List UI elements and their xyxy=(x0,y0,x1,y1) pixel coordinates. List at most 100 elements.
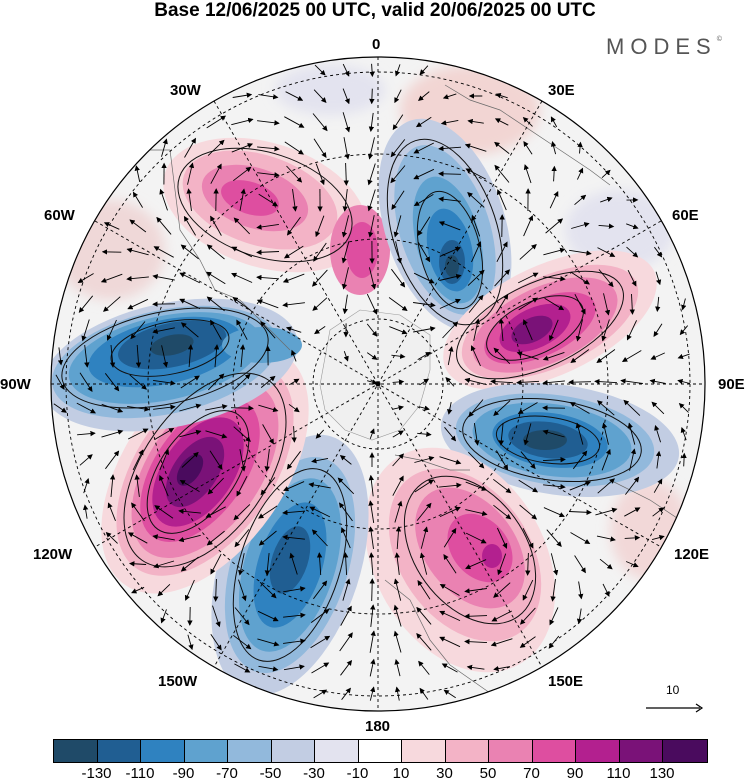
wind-vector xyxy=(178,508,201,515)
wind-vector xyxy=(490,378,514,385)
wind-vector xyxy=(393,578,402,601)
wind-vector xyxy=(258,94,279,100)
wind-vector xyxy=(53,403,67,413)
wind-vector xyxy=(655,296,661,312)
wind-vector xyxy=(338,502,353,522)
wind-vector xyxy=(368,552,375,576)
wind-vector xyxy=(314,64,326,76)
wind-vector xyxy=(160,609,167,624)
wind-vector xyxy=(391,353,406,359)
colorbar-tick-label: -50 xyxy=(259,765,282,782)
wind-vector xyxy=(342,552,349,576)
wind-vector xyxy=(369,630,376,653)
wind-vector xyxy=(393,604,402,627)
wind-vector xyxy=(285,326,302,333)
wind-vector xyxy=(549,190,559,209)
wind-vector xyxy=(257,638,280,647)
wind-vector xyxy=(366,379,378,385)
wind-vector xyxy=(369,658,376,677)
wind-vector xyxy=(595,507,618,516)
wind-vector xyxy=(342,578,351,601)
wind-vector xyxy=(153,404,176,410)
wind-vector xyxy=(390,139,406,158)
wind-vector xyxy=(625,476,640,495)
wind-vector xyxy=(342,63,350,77)
wind-vector xyxy=(465,509,488,517)
wind-vector xyxy=(496,241,508,263)
colorbar-cell xyxy=(315,740,359,762)
wind-vector xyxy=(340,527,351,549)
wind-vector xyxy=(420,526,429,549)
wind-vector xyxy=(494,141,510,154)
wind-vector xyxy=(282,273,305,283)
wind-vector xyxy=(493,582,511,598)
wind-vector xyxy=(652,507,665,517)
wind-vector xyxy=(418,242,431,263)
wind-vector xyxy=(84,345,90,368)
wind-vector xyxy=(392,430,404,438)
wind-vector xyxy=(438,196,461,202)
wind-vector xyxy=(442,321,459,339)
wind-vector xyxy=(442,93,457,100)
wind-vector xyxy=(520,451,536,470)
wind-vector xyxy=(391,190,405,210)
wind-vector xyxy=(183,215,196,236)
wind-vector xyxy=(156,216,172,235)
wind-vector xyxy=(495,293,509,314)
wind-vector xyxy=(205,271,226,285)
wind-vector xyxy=(77,430,96,437)
wind-vector xyxy=(315,429,325,439)
wind-vector xyxy=(341,241,350,264)
wind-vector xyxy=(651,401,665,415)
wind-vector xyxy=(79,454,93,466)
wind-vector xyxy=(601,169,611,179)
wind-vector xyxy=(368,267,377,290)
wind-vector xyxy=(390,165,406,184)
wind-vector xyxy=(654,246,663,258)
wind-vector xyxy=(55,374,65,390)
wind-vector xyxy=(340,659,353,676)
wind-vector xyxy=(522,527,534,549)
wind-vector xyxy=(601,422,609,445)
wind-vector xyxy=(76,402,96,414)
wind-vector xyxy=(239,449,246,472)
wind-vector xyxy=(233,373,251,390)
wind-vector xyxy=(439,273,462,281)
wind-vector xyxy=(100,273,123,283)
wind-vector xyxy=(256,274,280,281)
wind-vector xyxy=(626,320,638,341)
lon-label-150e: 150E xyxy=(548,673,584,690)
wind-vector xyxy=(519,636,536,648)
wind-vector xyxy=(681,298,687,311)
wind-vector xyxy=(283,586,306,593)
wind-vector xyxy=(130,321,146,340)
wind-vector xyxy=(417,216,431,237)
wind-vector xyxy=(312,113,328,132)
wind-vector xyxy=(161,138,168,157)
wind-vector xyxy=(234,529,250,548)
wind-vector xyxy=(413,194,434,207)
colorbar-tick-label: 50 xyxy=(479,765,497,782)
wind-vector xyxy=(550,553,559,576)
wind-vector xyxy=(264,553,271,576)
wind-vector xyxy=(129,219,147,233)
wind-vector xyxy=(286,165,303,183)
wind-vector xyxy=(393,630,402,653)
wind-vector xyxy=(438,145,462,152)
colorbar xyxy=(53,739,708,763)
wind-vector xyxy=(369,428,375,440)
wind-vector xyxy=(496,527,508,549)
wind-vector xyxy=(518,297,539,311)
wind-vector xyxy=(152,327,175,334)
wind-vector xyxy=(310,635,331,649)
wind-vector xyxy=(367,137,375,160)
wind-vector xyxy=(578,581,584,600)
wind-vector xyxy=(236,475,248,497)
brand-logo: MODES© xyxy=(606,34,722,59)
wind-vector xyxy=(393,215,402,238)
wind-vector xyxy=(78,295,94,313)
wind-vector xyxy=(543,247,566,256)
colorbar-tick-label: 70 xyxy=(523,765,540,782)
wind-vector xyxy=(210,163,222,184)
wind-vector xyxy=(286,450,301,470)
